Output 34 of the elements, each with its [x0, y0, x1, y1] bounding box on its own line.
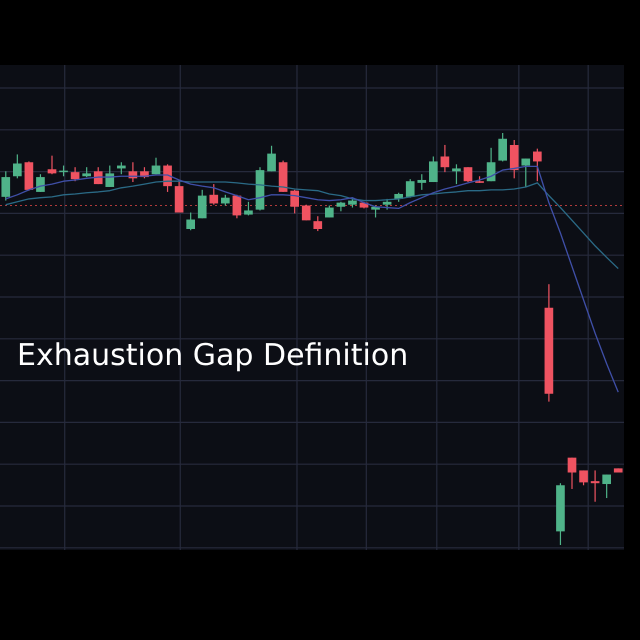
- candlestick: [325, 204, 334, 218]
- text: Exhaustion Gap Definition: [17, 338, 408, 373]
- candlestick: [602, 474, 611, 499]
- candlestick: [1, 170, 10, 202]
- candlestick: [13, 154, 22, 179]
- candlestick: [152, 157, 160, 175]
- candlestick: [302, 204, 311, 221]
- candlestick: [221, 194, 230, 206]
- candlestick: [417, 174, 426, 190]
- candlestick: [290, 189, 299, 214]
- candlestick: [105, 164, 114, 188]
- candlestick: [464, 166, 472, 183]
- candlestick: [521, 158, 530, 188]
- candlestick: [336, 201, 346, 212]
- candlestick: [70, 166, 80, 182]
- candlestick: [533, 148, 542, 182]
- candlestick: [117, 162, 126, 175]
- candlestick: [579, 470, 588, 486]
- candlestick: [452, 164, 461, 185]
- candlestick: [59, 164, 68, 177]
- candlestick: [209, 183, 218, 206]
- candlestick: [590, 470, 600, 502]
- candlestick: [429, 156, 438, 183]
- candlestick: [244, 201, 253, 216]
- candlestick: [36, 174, 45, 193]
- candlestick: [186, 212, 195, 231]
- candlestick: [198, 189, 207, 219]
- candlestick: [82, 166, 91, 178]
- candlestick: [267, 145, 276, 172]
- candlestick: [313, 216, 322, 232]
- candlestick: [440, 144, 450, 173]
- candlestick: [48, 155, 56, 175]
- candlestick: [498, 132, 507, 162]
- candlestick: [568, 457, 576, 490]
